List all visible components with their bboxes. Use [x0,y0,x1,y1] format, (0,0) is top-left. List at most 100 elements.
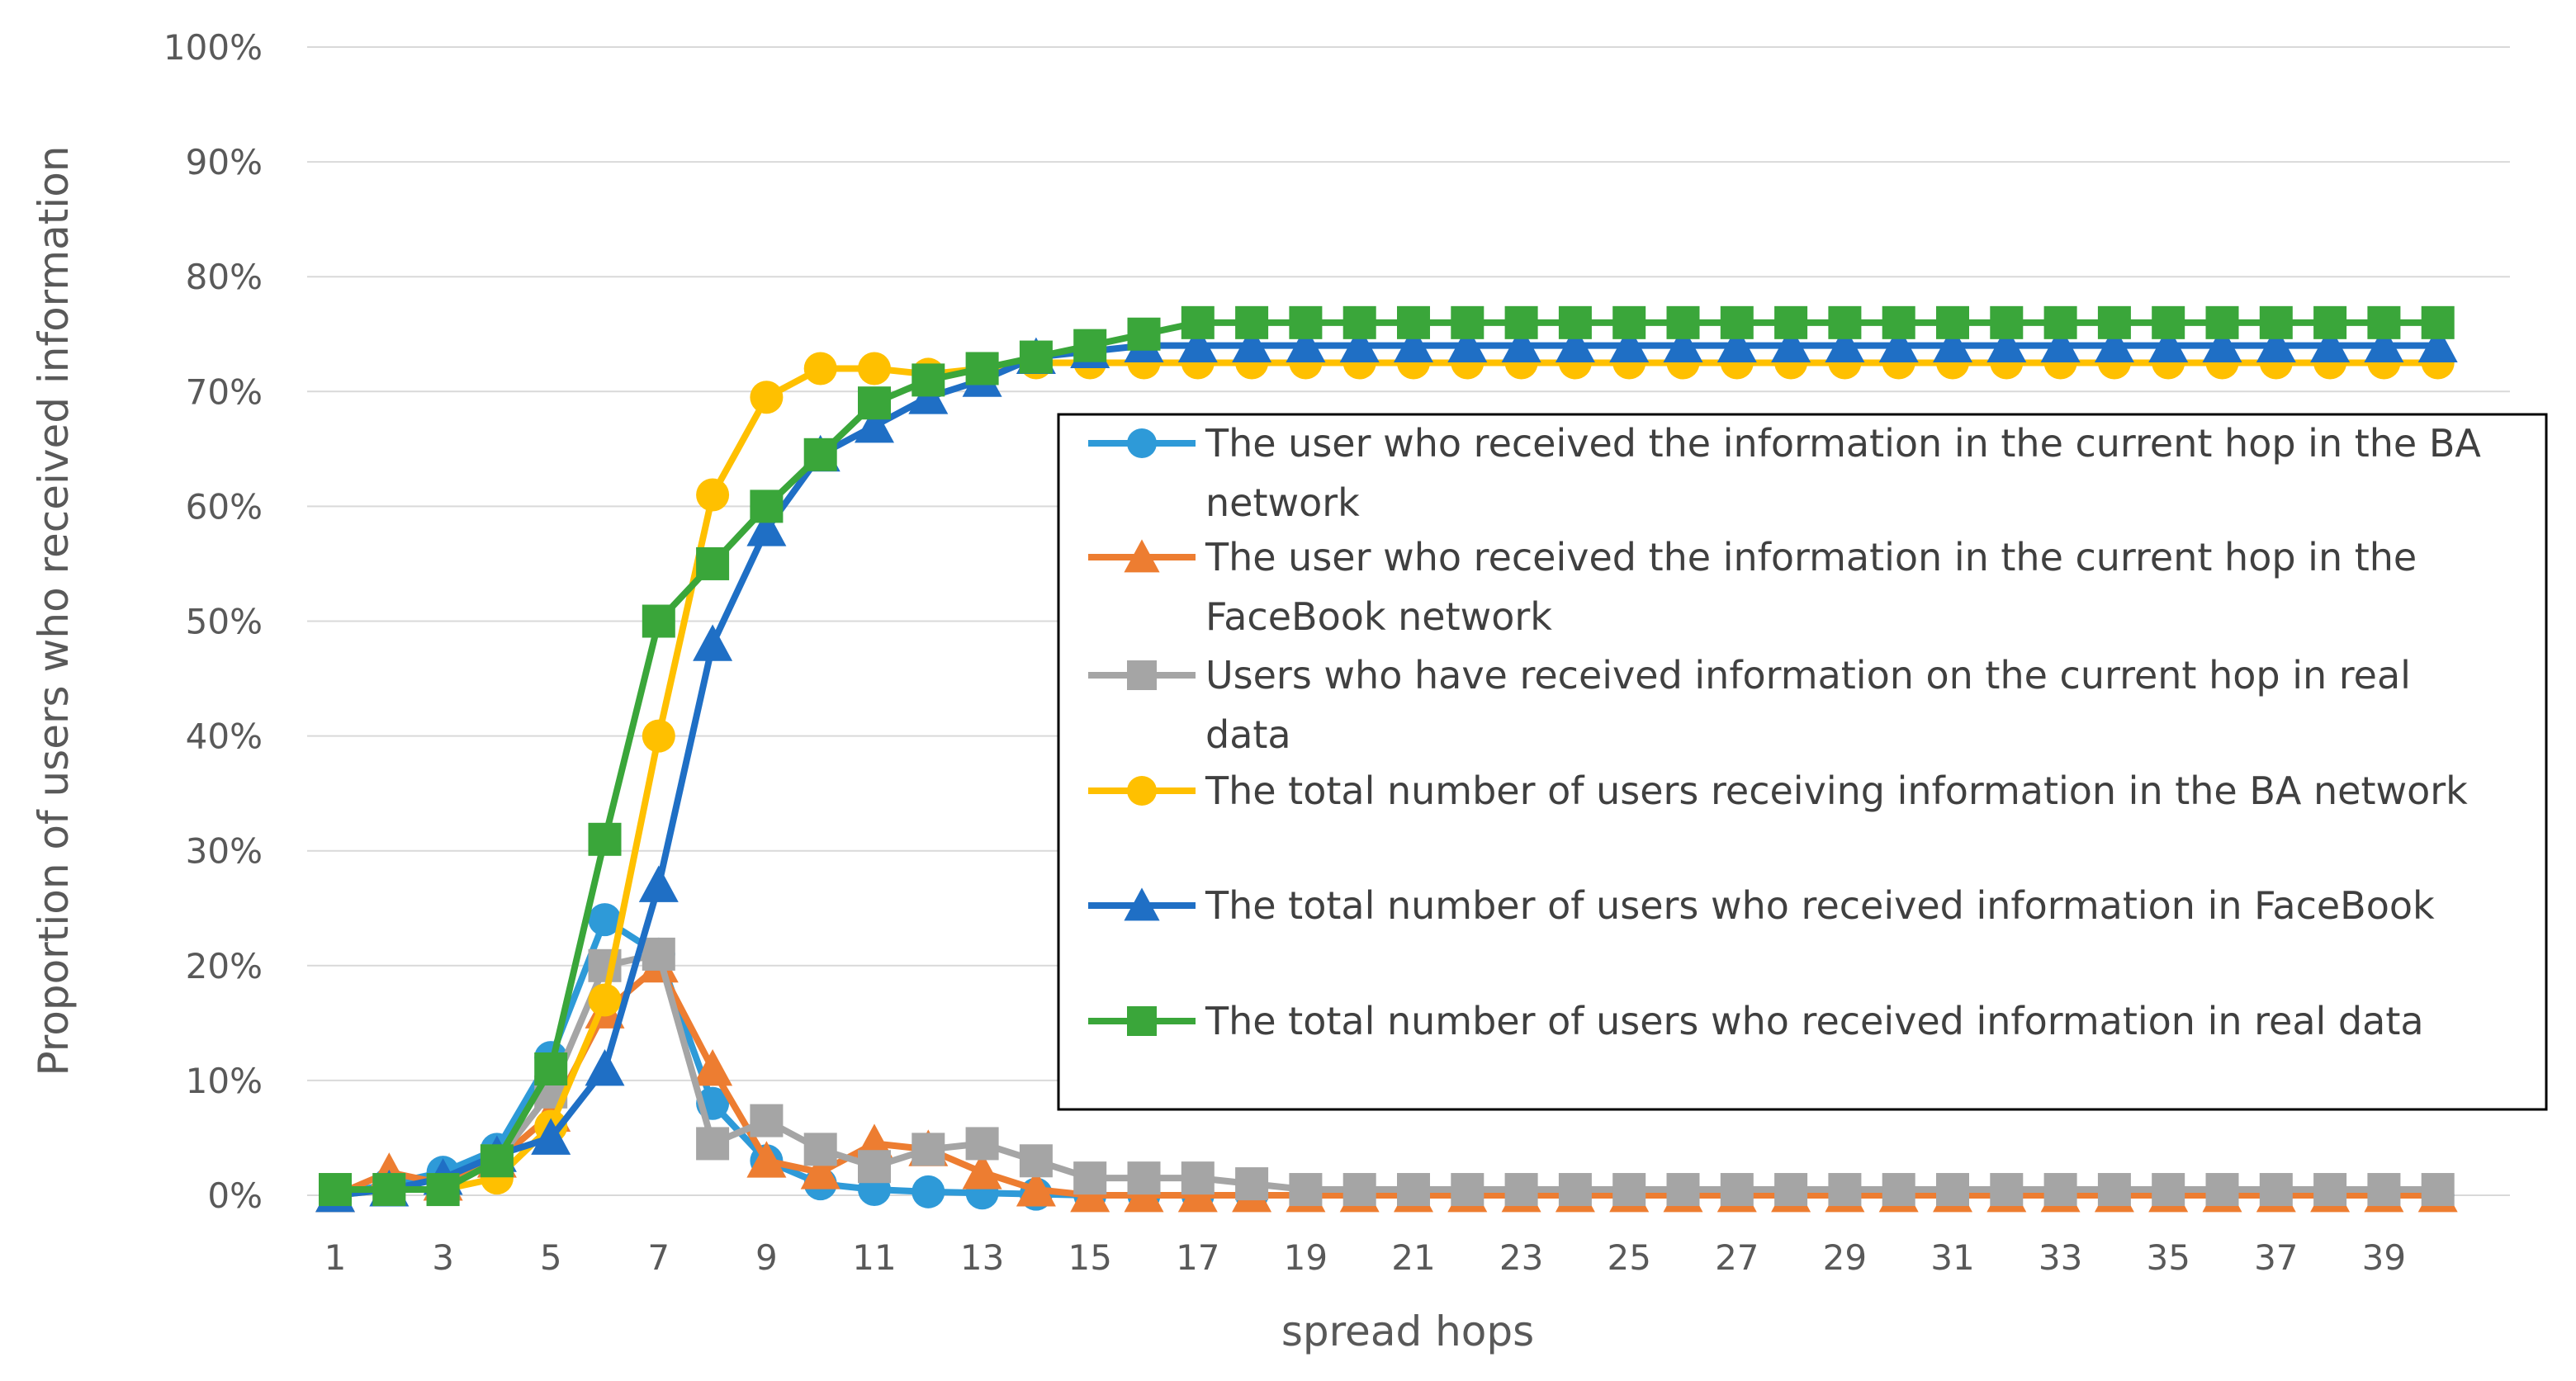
data-point [642,937,675,971]
x-tick-label: 27 [1715,1237,1759,1278]
data-point [588,822,622,856]
data-point [1663,325,1703,363]
x-tick-label: 21 [1391,1237,1435,1278]
data-point [2310,325,2351,363]
data-point [1289,305,1323,339]
data-point [480,1144,514,1178]
data-point [1612,305,1646,339]
data-point [1771,325,1811,363]
data-point [319,1173,352,1207]
data-point [1990,1173,2024,1207]
data-point [855,406,894,443]
legend-entry-3: Users who have received information on t… [1088,653,2411,757]
y-tick-label: 70% [186,371,263,412]
data-point [1828,1173,1862,1207]
y-tick-label: 30% [186,831,263,872]
data-point [858,386,891,420]
data-point [588,903,622,937]
data-point [534,1052,568,1085]
y-axis-title: Proportion of users who received informa… [30,146,78,1076]
data-point [1717,325,1757,363]
data-point [2152,305,2185,339]
data-point [1558,305,1592,339]
data-point [426,1173,460,1207]
data-point [1286,325,1326,363]
data-point [1289,1173,1323,1207]
data-point [746,1141,787,1178]
data-point [1555,325,1595,363]
x-tick-label: 15 [1068,1237,1111,1278]
data-point [696,478,730,512]
data-point [642,604,675,638]
data-point [1990,305,2024,339]
data-point [1073,1161,1107,1195]
data-point [750,489,784,523]
data-point [858,1150,891,1184]
x-axis-ticks: 1 3 5 7 9 11 13 15 17 19 21 23 25 27 29 31 33 35 37 39 [324,1237,2406,1278]
x-tick-label: 23 [1499,1237,1543,1278]
data-point [588,983,622,1017]
y-tick-label: 80% [186,257,263,297]
series-line [335,950,2438,1194]
x-axis-title: spread hops [1281,1308,1534,1355]
y-tick-label: 100% [163,27,263,68]
data-point [1016,1170,1056,1207]
y-tick-label: 20% [186,946,263,986]
data-point [1397,1173,1430,1207]
data-point [2417,325,2458,363]
data-point [1501,325,1541,363]
data-point [696,1127,730,1161]
x-tick-label: 9 [755,1237,778,1278]
legend-marker [1127,428,1157,458]
data-point [1878,325,1919,363]
y-tick-label: 50% [186,602,263,642]
data-point [803,352,837,385]
data-point [1609,325,1650,363]
data-point [912,1133,945,1166]
data-point [2202,325,2242,363]
data-point [2259,1173,2293,1207]
legend-label: Users who have received information on t… [1205,653,2411,698]
x-tick-label: 33 [2039,1237,2082,1278]
data-point [800,1152,841,1189]
x-tick-label: 35 [2146,1237,2190,1278]
data-point [2421,305,2455,339]
data-point [1666,305,1700,339]
data-point [1127,1161,1161,1195]
data-point [642,719,675,753]
legend-entry-6: The total number of users who received i… [1088,999,2424,1043]
data-point [585,1048,625,1086]
data-point [1558,1173,1592,1207]
legend-label: FaceBook network [1205,594,1552,639]
data-point [693,624,733,661]
data-point [693,1048,733,1086]
data-point [912,1175,945,1208]
x-tick-label: 3 [432,1237,454,1278]
data-point [1774,1173,1808,1207]
data-point [1825,325,1865,363]
data-point [1720,305,1754,339]
data-point [2040,325,2081,363]
data-point [1342,305,1376,339]
y-axis-ticks: 0% 10% 20% 30% 40% 50% 60% 70% 80% 90% 100% [163,27,263,1216]
data-point [1342,1173,1376,1207]
data-point [2313,305,2347,339]
data-point [858,352,891,385]
data-point [2256,325,2296,363]
data-point [1986,325,2027,363]
data-point [1232,325,1272,363]
data-point [2364,325,2404,363]
data-point [2421,1173,2455,1207]
data-point [1019,340,1053,374]
legend-marker [1124,539,1160,573]
data-point [2205,1173,2239,1207]
data-point [1447,325,1488,363]
data-point [2097,1173,2131,1207]
data-point [1933,325,1972,363]
data-point [912,363,945,397]
data-point [1936,305,1969,339]
legend-marker [1127,660,1157,690]
data-point [1127,317,1161,351]
data-point [638,865,679,902]
data-point [1235,1167,1269,1201]
